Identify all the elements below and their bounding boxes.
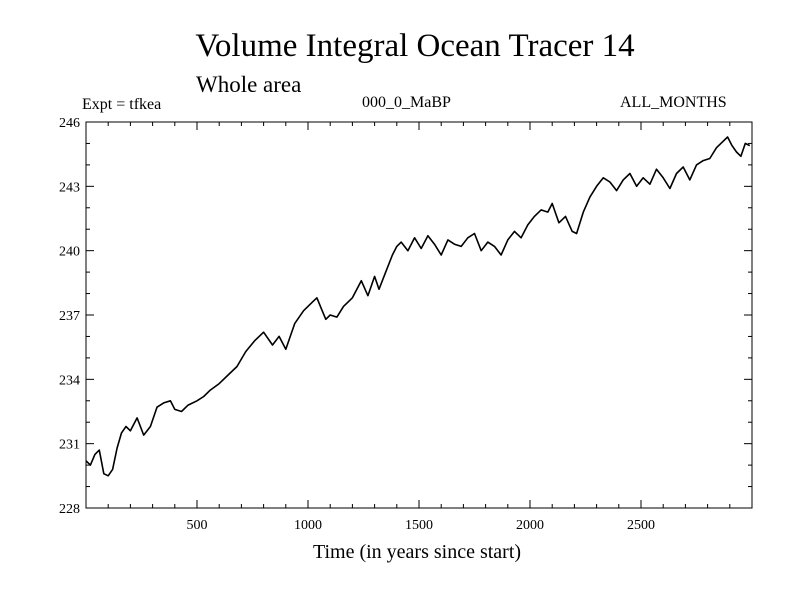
- x-tick-label: 1000: [294, 518, 322, 533]
- x-axis-label: Time (in years since start): [312, 541, 522, 563]
- series-line-0: [85, 136, 751, 477]
- x-tick-label: 2500: [627, 518, 655, 533]
- axis-ticks: 500 1000 1500 2000 2500 228 231 234 237 240 243 246: [59, 116, 752, 533]
- period-label: 000_0_MaBP: [362, 94, 451, 111]
- chart-subtitle: Whole area: [196, 72, 302, 97]
- chart-title: Volume Integral Ocean Tracer 14: [195, 28, 635, 64]
- months-label: ALL_MONTHS: [620, 94, 727, 111]
- y-tick-label: 243: [59, 180, 80, 195]
- x-tick-label: 2000: [516, 518, 544, 533]
- y-tick-label: 246: [59, 116, 80, 131]
- y-tick-label: 234: [59, 373, 80, 388]
- series-layer: [85, 136, 751, 477]
- x-tick-label: 500: [187, 518, 208, 533]
- y-tick-label: 228: [59, 502, 80, 517]
- experiment-label: Expt = tfkea: [82, 96, 162, 113]
- y-tick-label: 231: [59, 438, 80, 453]
- x-tick-label: 1500: [405, 518, 433, 533]
- y-tick-label: 237: [59, 309, 80, 324]
- y-tick-label: 240: [59, 245, 80, 260]
